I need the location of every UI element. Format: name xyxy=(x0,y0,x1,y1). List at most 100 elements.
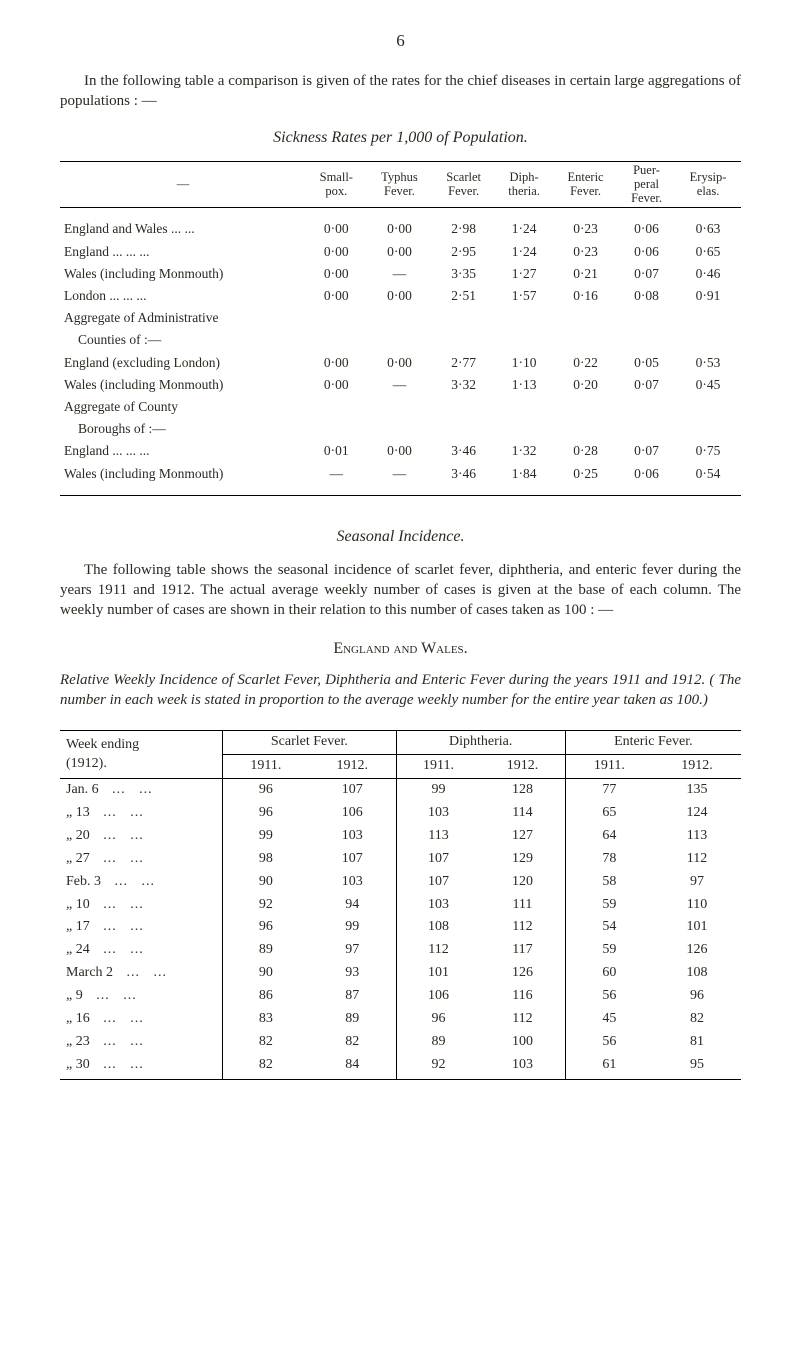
cell: 0·07 xyxy=(618,374,675,396)
cell: 0·01 xyxy=(306,440,367,462)
cell: 1·13 xyxy=(495,374,553,396)
cell: 0·00 xyxy=(367,352,433,374)
cell xyxy=(553,396,618,418)
week-label: „ 16 xyxy=(60,1008,223,1031)
table-row: „ 238282891005681 xyxy=(60,1031,741,1054)
table-row: England (excluding London)0·000·002·771·… xyxy=(60,352,741,374)
cell xyxy=(618,396,675,418)
table-row: Boroughs of :— xyxy=(60,418,741,440)
cell: 0·00 xyxy=(306,218,367,240)
cell: 126 xyxy=(653,939,741,962)
cell: 89 xyxy=(223,939,309,962)
row-label: England ... ... ... xyxy=(60,241,306,263)
cell: 103 xyxy=(309,825,396,848)
table-row: „ 168389961124582 xyxy=(60,1008,741,1031)
cell: 1·57 xyxy=(495,285,553,307)
t2-y4: 1911. xyxy=(565,755,653,779)
table-row: Aggregate of Administrative xyxy=(60,307,741,329)
row-label: Counties of :— xyxy=(60,329,306,351)
cell: 1·10 xyxy=(495,352,553,374)
cell: 82 xyxy=(309,1031,396,1054)
cell: 96 xyxy=(223,779,309,802)
cell: 96 xyxy=(653,985,741,1008)
cell: 59 xyxy=(565,939,653,962)
cell xyxy=(495,329,553,351)
page-number: 6 xyxy=(60,30,741,53)
cell xyxy=(618,329,675,351)
cell: 0·23 xyxy=(553,218,618,240)
cell: 117 xyxy=(480,939,565,962)
cell: 0·16 xyxy=(553,285,618,307)
cell: 0·00 xyxy=(306,241,367,263)
cell: 98 xyxy=(223,848,309,871)
t1-h3: Scarlet Fever. xyxy=(432,162,495,208)
week-label: March 2 xyxy=(60,962,223,985)
t1-h6: Puer- peral Fever. xyxy=(618,162,675,208)
cell: 0·22 xyxy=(553,352,618,374)
t2-y1: 1912. xyxy=(309,755,396,779)
cell xyxy=(306,396,367,418)
cell: 108 xyxy=(396,916,480,939)
cell: 107 xyxy=(396,848,480,871)
cell xyxy=(367,329,433,351)
week-label: „ 23 xyxy=(60,1031,223,1054)
cell: 3·46 xyxy=(432,463,495,485)
cell: 129 xyxy=(480,848,565,871)
cell: 128 xyxy=(480,779,565,802)
cell: 99 xyxy=(309,916,396,939)
cell: 95 xyxy=(653,1054,741,1079)
cell: 113 xyxy=(653,825,741,848)
cell xyxy=(432,418,495,440)
cell: 1·24 xyxy=(495,218,553,240)
cell: 107 xyxy=(309,848,396,871)
table-row: „ 986871061165696 xyxy=(60,985,741,1008)
table1-header-row: — Small- pox. Typhus Fever. Scarlet Feve… xyxy=(60,162,741,208)
t1-h1: Small- pox. xyxy=(306,162,367,208)
cell xyxy=(367,307,433,329)
cell: 54 xyxy=(565,916,653,939)
cell: 0·54 xyxy=(675,463,741,485)
cell: 2·51 xyxy=(432,285,495,307)
week-label: „ 30 xyxy=(60,1054,223,1079)
table-row: Feb. 3901031071205897 xyxy=(60,871,741,894)
cell: 89 xyxy=(309,1008,396,1031)
cell xyxy=(675,307,741,329)
table-row: March 2909310112660108 xyxy=(60,962,741,985)
table-row: England ... ... ...0·010·003·461·320·280… xyxy=(60,440,741,462)
cell: 0·00 xyxy=(306,263,367,285)
cell: 61 xyxy=(565,1054,653,1079)
cell: 0·00 xyxy=(306,374,367,396)
cell: 0·05 xyxy=(618,352,675,374)
cell: 113 xyxy=(396,825,480,848)
table-row: „ 209910311312764113 xyxy=(60,825,741,848)
cell: 93 xyxy=(309,962,396,985)
row-label: England ... ... ... xyxy=(60,440,306,462)
week-label: Jan. 6 xyxy=(60,779,223,802)
cell: 112 xyxy=(653,848,741,871)
cell: 89 xyxy=(396,1031,480,1054)
cell: 94 xyxy=(309,894,396,917)
cell: 112 xyxy=(480,1008,565,1031)
t1-h2: Typhus Fever. xyxy=(367,162,433,208)
cell: 114 xyxy=(480,802,565,825)
cell: 0·06 xyxy=(618,241,675,263)
t2-y2: 1911. xyxy=(396,755,480,779)
cell: 103 xyxy=(480,1054,565,1079)
cell: 65 xyxy=(565,802,653,825)
cell: 82 xyxy=(223,1054,309,1079)
table-row: Aggregate of County xyxy=(60,396,741,418)
cell xyxy=(432,329,495,351)
cell xyxy=(553,307,618,329)
week-label: „ 10 xyxy=(60,894,223,917)
t2-y0: 1911. xyxy=(223,755,309,779)
intro-paragraph: In the following table a comparison is g… xyxy=(60,71,741,112)
table-row: England and Wales ... ...0·000·002·981·2… xyxy=(60,218,741,240)
cell xyxy=(553,418,618,440)
cell xyxy=(367,418,433,440)
cell: 120 xyxy=(480,871,565,894)
row-label: Aggregate of Administrative xyxy=(60,307,306,329)
week-label: „ 13 xyxy=(60,802,223,825)
cell: 59 xyxy=(565,894,653,917)
t1-h7: Erysip- elas. xyxy=(675,162,741,208)
cell: 77 xyxy=(565,779,653,802)
